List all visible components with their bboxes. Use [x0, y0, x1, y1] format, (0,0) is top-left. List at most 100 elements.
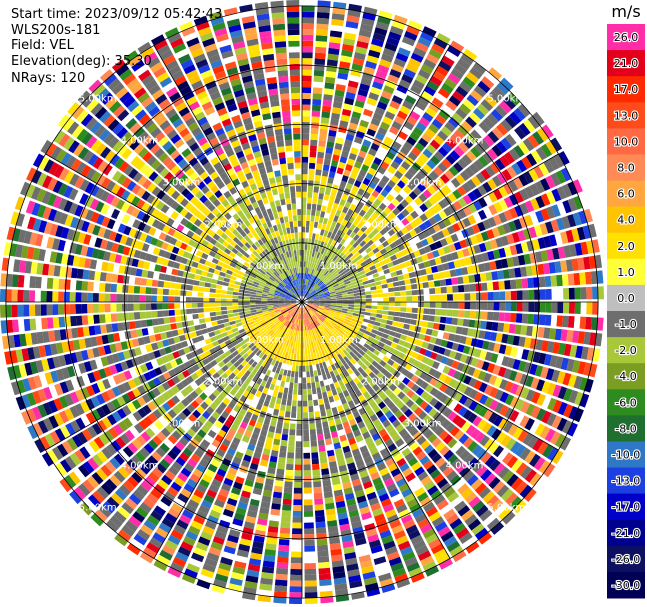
velocity-gate: [560, 260, 568, 273]
velocity-gate: [57, 183, 68, 196]
velocity-gate: [306, 318, 310, 325]
velocity-gate: [365, 305, 372, 309]
velocity-gate: [220, 267, 228, 273]
velocity-gate: [319, 404, 325, 411]
velocity-gate: [580, 287, 587, 300]
velocity-gate: [140, 431, 151, 442]
velocity-gate: [137, 221, 146, 232]
velocity-gate: [84, 258, 92, 269]
velocity-gate: [415, 42, 429, 53]
velocity-gate: [321, 468, 330, 476]
velocity-gate: [321, 276, 327, 282]
velocity-gate: [475, 172, 486, 184]
velocity-gate: [342, 294, 349, 298]
velocity-gate: [311, 203, 317, 211]
velocity-gate: [299, 354, 302, 361]
velocity-gate: [152, 532, 166, 544]
velocity-gate: [116, 174, 127, 185]
velocity-gate: [73, 143, 85, 157]
velocity-gate: [314, 375, 319, 383]
velocity-gate: [331, 319, 338, 324]
velocity-gate: [131, 184, 142, 195]
velocity-gate: [295, 452, 302, 459]
velocity-gate: [487, 178, 498, 190]
velocity-gate: [336, 506, 347, 514]
velocity-gate: [431, 233, 440, 242]
velocity-gate: [361, 511, 372, 521]
velocity-gate: [430, 489, 442, 501]
velocity-gate: [398, 414, 407, 423]
velocity-gate: [362, 264, 369, 270]
velocity-gate: [567, 273, 575, 286]
velocity-gate: [270, 508, 281, 516]
velocity-gate: [202, 525, 215, 536]
velocity-gate: [204, 234, 213, 242]
velocity-gate: [470, 255, 478, 265]
velocity-gate: [393, 378, 402, 387]
velocity-gate: [275, 474, 284, 482]
velocity-gate: [270, 324, 277, 330]
velocity-gate: [386, 237, 394, 245]
velocity-gate: [510, 302, 517, 312]
velocity-gate: [321, 349, 326, 356]
velocity-gate: [264, 326, 271, 332]
velocity-gate: [122, 417, 133, 429]
velocity-gate: [212, 325, 220, 331]
velocity-gate: [164, 362, 173, 371]
velocity-gate: [336, 423, 344, 431]
velocity-gate: [372, 368, 380, 376]
velocity-gate: [400, 546, 413, 556]
velocity-gate: [315, 327, 320, 333]
velocity-gate: [423, 429, 434, 439]
velocity-gate: [380, 279, 387, 285]
velocity-gate: [362, 333, 370, 340]
velocity-gate: [368, 364, 376, 372]
velocity-gate: [273, 591, 287, 598]
velocity-gate: [514, 205, 524, 217]
velocity-gate: [244, 521, 255, 530]
velocity-gate: [302, 29, 314, 36]
velocity-gate: [143, 443, 155, 454]
velocity-gate: [96, 214, 105, 225]
velocity-gate: [456, 250, 465, 259]
velocity-gate: [198, 244, 206, 252]
velocity-gate: [379, 447, 390, 457]
velocity-gate: [29, 304, 36, 317]
velocity-gate: [319, 187, 326, 194]
velocity-gate: [317, 265, 322, 272]
velocity-gate: [279, 368, 284, 375]
velocity-gate: [50, 146, 62, 160]
velocity-gate: [258, 352, 265, 359]
velocity-gate: [329, 226, 335, 233]
velocity-gate: [339, 180, 347, 188]
velocity-gate: [323, 397, 330, 404]
velocity-gate: [234, 451, 244, 460]
velocity-gate: [264, 442, 272, 450]
velocity-gate: [144, 234, 153, 244]
velocity-gate: [283, 492, 292, 500]
velocity-gate: [118, 161, 130, 173]
velocity-gate: [452, 189, 462, 200]
velocity-gate: [226, 294, 233, 299]
velocity-gate: [329, 371, 336, 378]
velocity-gate: [379, 323, 387, 329]
velocity-gate: [251, 312, 258, 316]
velocity-gate: [453, 200, 463, 211]
velocity-gate: [239, 421, 248, 430]
velocity-gate: [273, 347, 279, 354]
velocity-gate: [336, 331, 343, 337]
velocity-gate: [509, 410, 520, 422]
velocity-gate: [367, 441, 376, 450]
velocity-gate: [374, 356, 382, 364]
velocity-gate: [365, 291, 372, 295]
velocity-gate: [551, 415, 562, 429]
velocity-gate: [372, 508, 384, 517]
velocity-gate: [227, 401, 236, 410]
velocity-gate: [308, 406, 314, 413]
velocity-gate: [305, 226, 310, 233]
velocity-gate: [473, 159, 484, 171]
velocity-gate: [344, 267, 351, 274]
velocity-gate: [346, 353, 353, 361]
velocity-gate: [314, 509, 325, 517]
velocity-gate: [391, 276, 399, 282]
